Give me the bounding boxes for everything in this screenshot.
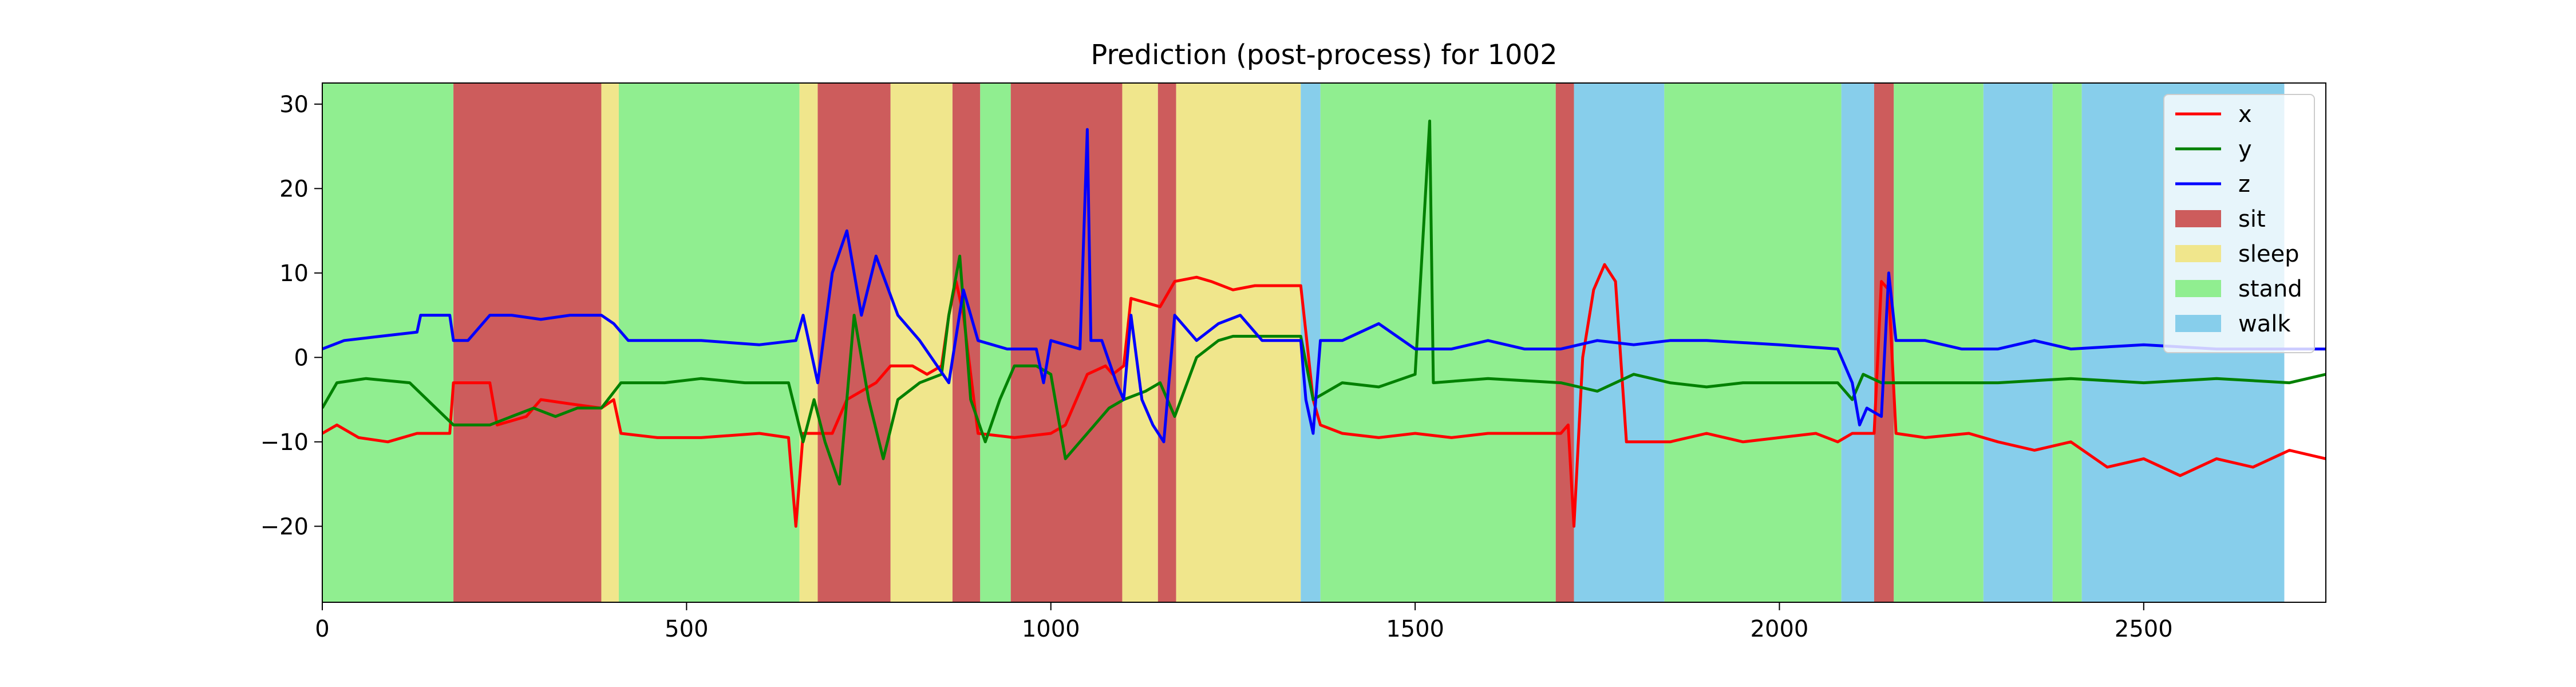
- x-tick-label-2000: 2000: [1751, 616, 1809, 642]
- segment-stand-0: [322, 83, 454, 602]
- legend-label-walk: walk: [2238, 311, 2291, 337]
- plot-frame: [322, 82, 2326, 603]
- segment-sleep-12: [1176, 83, 1301, 602]
- legend-swatch-sleep: [2175, 245, 2221, 262]
- legend-label-x: x: [2238, 101, 2252, 128]
- segment-sit-1: [453, 83, 602, 602]
- series-line-x: [322, 263, 2326, 528]
- y-tick-label-30: 30: [279, 92, 309, 118]
- x-tick-label-1500: 1500: [1386, 616, 1444, 642]
- legend-label-sit: sit: [2238, 206, 2266, 232]
- segment-sit-9: [1010, 83, 1123, 602]
- legend-label-stand: stand: [2238, 276, 2302, 302]
- y-tick-label-0: 0: [294, 345, 309, 371]
- legend-swatch-stand: [2175, 280, 2221, 297]
- x-tick-label-500: 500: [665, 616, 708, 642]
- x-axis-ticks: 0 500 1000 1500 2000 2500: [315, 602, 2173, 642]
- legend: xyz sit sleep stand walk: [2163, 94, 2315, 353]
- segment-stand-22: [2052, 83, 2082, 602]
- segment-stand-14: [1320, 83, 1556, 602]
- chart-title: Prediction (post-process) for 1002: [1091, 39, 1557, 71]
- x-tick-label-1000: 1000: [1022, 616, 1080, 642]
- legend-swatch-walk: [2175, 315, 2221, 332]
- signal-series: [322, 119, 2326, 528]
- x-tick-label-2500: 2500: [2115, 616, 2173, 642]
- series-line-y: [322, 119, 2326, 485]
- y-tick-label--10: −10: [260, 429, 309, 456]
- segment-walk-18: [1841, 83, 1874, 602]
- legend-swatch-sit: [2175, 210, 2221, 227]
- y-tick-label--20: −20: [260, 514, 309, 540]
- segment-sleep-2: [601, 83, 619, 602]
- segment-sit-5: [817, 83, 891, 602]
- segment-sit-15: [1555, 83, 1574, 602]
- x-tick-label-0: 0: [315, 616, 329, 642]
- segment-walk-13: [1301, 83, 1321, 602]
- legend-label-z: z: [2238, 171, 2250, 198]
- y-tick-label-20: 20: [279, 176, 309, 202]
- series-line-z: [322, 128, 2326, 444]
- legend-label-y: y: [2238, 136, 2252, 163]
- y-tick-label-10: 10: [279, 260, 309, 287]
- y-axis-ticks: −20 −10 0 10 20 30: [260, 92, 322, 540]
- legend-label-sleep: sleep: [2238, 241, 2300, 267]
